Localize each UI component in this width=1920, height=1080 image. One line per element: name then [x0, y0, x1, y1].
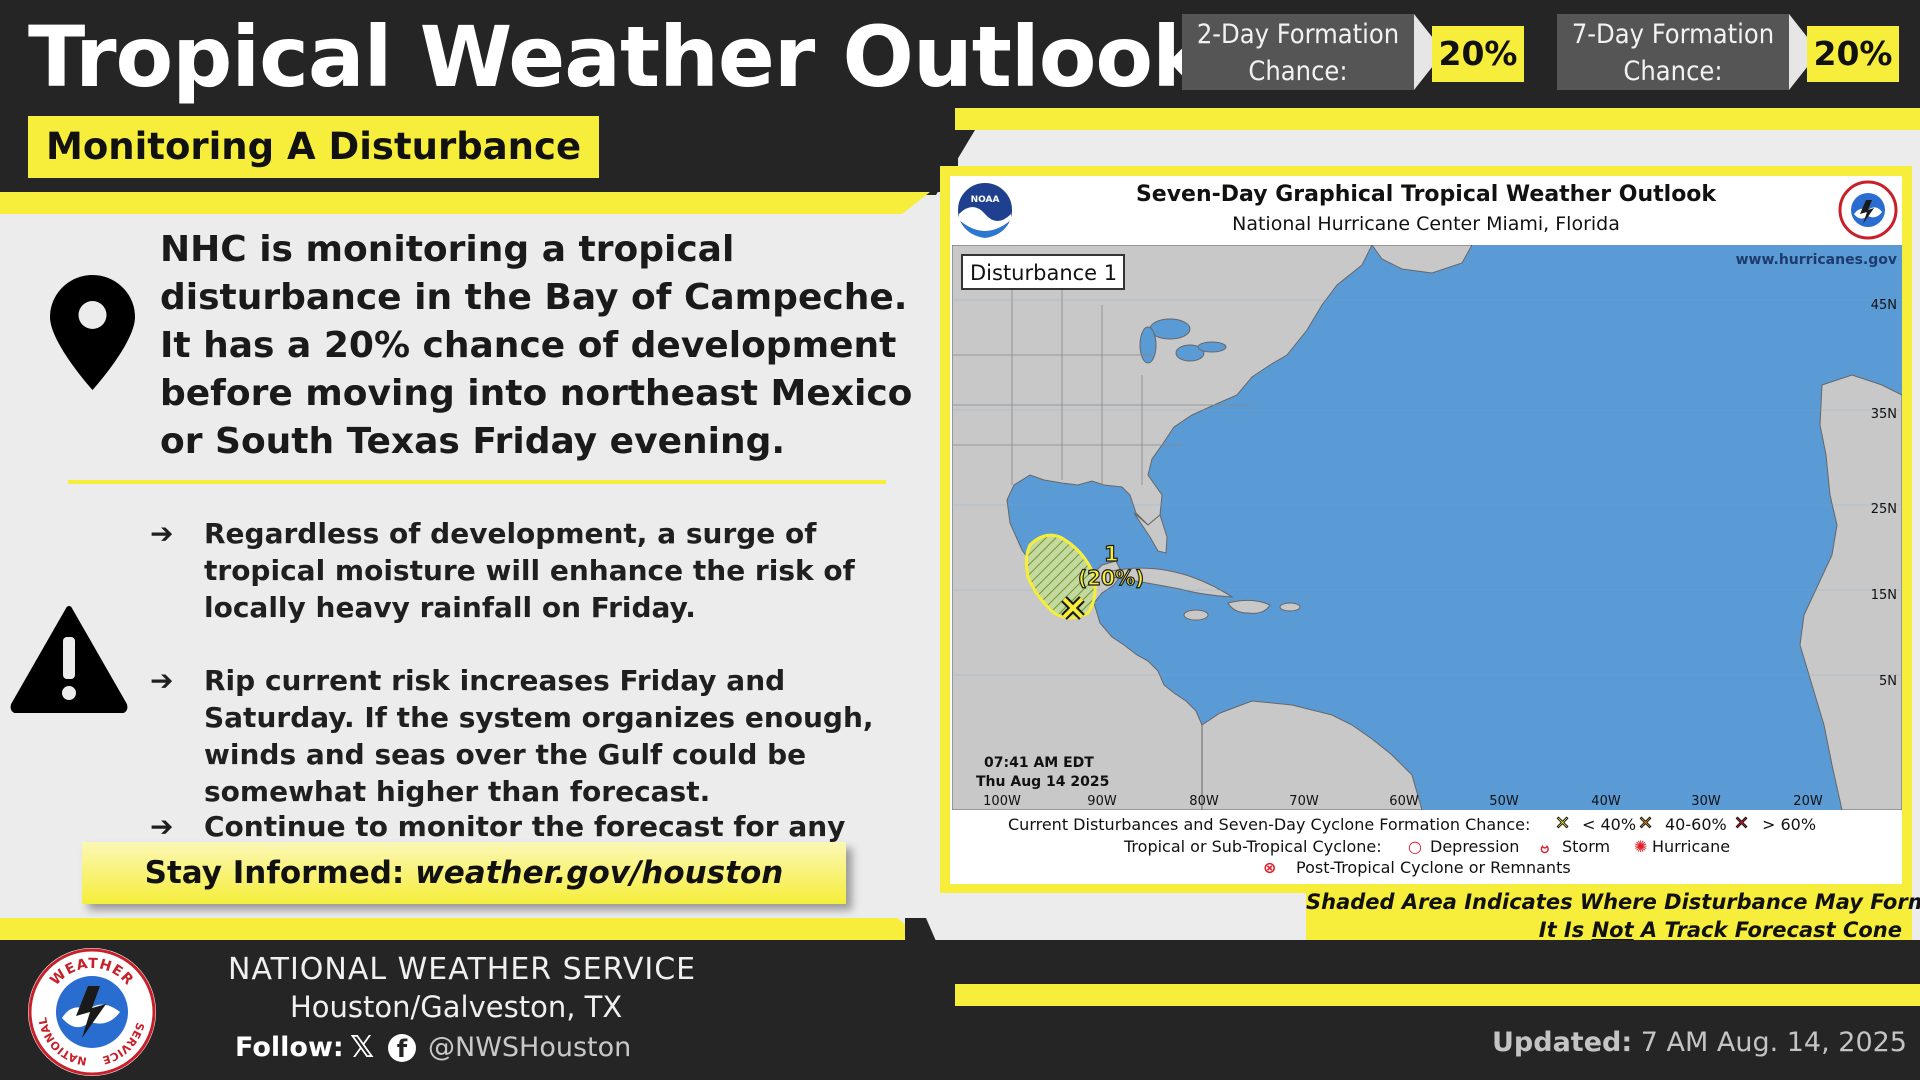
- location-pin-icon: [50, 275, 135, 390]
- land-south-america: [1201, 700, 1423, 810]
- mid-chance-x-icon: ✕: [1637, 813, 1654, 835]
- two-day-chance-label: 2-Day Formation Chance:: [1182, 14, 1414, 90]
- updated-timestamp: Updated: 7 AM Aug. 14, 2025: [1492, 1027, 1907, 1058]
- disturbance-chance: (20%): [1078, 566, 1144, 590]
- lon-label: 50W: [1489, 794, 1519, 809]
- depression-icon: ○: [1408, 837, 1422, 856]
- facebook-icon[interactable]: f: [388, 1034, 416, 1063]
- warning-icon: [10, 606, 128, 713]
- stay-informed-label: Stay Informed:: [144, 855, 405, 891]
- land-hispaniola: [1227, 599, 1271, 614]
- map-website: www.hurricanes.gov: [1736, 252, 1897, 268]
- map-timestamp-date: Thu Aug 14 2025: [976, 774, 1109, 790]
- lon-label: 70W: [1289, 794, 1319, 809]
- bullet-rainfall: ➔ Regardless of development, a surge of …: [150, 517, 855, 624]
- nws-small-logo-icon: [1838, 180, 1898, 240]
- nws-logo-icon: WEATHER NATIONAL SERVICE: [28, 948, 156, 1076]
- map-timestamp-time: 07:41 AM EDT: [984, 755, 1094, 771]
- x-icon[interactable]: 𝕏: [350, 1030, 375, 1065]
- arrow-right-icon: ➔: [150, 517, 174, 550]
- lat-label: 35N: [1871, 407, 1897, 422]
- map-title: Seven-Day Graphical Tropical Weather Out…: [1135, 182, 1717, 207]
- lon-label: 40W: [1591, 794, 1621, 809]
- seven-day-chance-label: 7-Day Formation Chance:: [1557, 14, 1789, 90]
- land-canada-east: [1371, 245, 1473, 274]
- follow-label: Follow:: [235, 1032, 344, 1063]
- stay-informed-banner[interactable]: Stay Informed: weather.gov/houston: [82, 842, 846, 904]
- disturbance-x-icon: [1061, 596, 1085, 620]
- map-note-line2: It Is Not A Track Forecast Cone: [1538, 918, 1902, 942]
- hurricane-icon: ✺: [1634, 837, 1648, 856]
- low-chance-x-icon: ✕: [1554, 813, 1571, 835]
- office-name: Houston/Galveston, TX: [290, 990, 623, 1024]
- lon-label: 80W: [1189, 794, 1219, 809]
- lat-label: 15N: [1871, 588, 1897, 603]
- state-lines: [952, 285, 1252, 485]
- lead-paragraph: NHC is monitoring a tropical disturbance…: [160, 229, 913, 462]
- map-note-line1: Shaded Area Indicates Where Disturbance …: [1306, 890, 1920, 914]
- org-name: NATIONAL WEATHER SERVICE: [228, 952, 697, 987]
- map-note-box: [1306, 888, 1912, 946]
- lon-label: 20W: [1793, 794, 1823, 809]
- header-accent-right: [955, 108, 1920, 130]
- two-day-chance-value: 20%: [1432, 26, 1524, 82]
- disturbance-label: Disturbance 1: [970, 261, 1117, 285]
- map-subtitle: National Hurricane Center Miami, Florida: [1232, 213, 1620, 235]
- lon-label: 60W: [1389, 794, 1419, 809]
- disturbance-number: 1: [1104, 542, 1119, 566]
- subtitle-badge: Monitoring A Disturbance: [28, 116, 600, 178]
- divider: [68, 480, 886, 484]
- lat-lon-grid: [952, 299, 1902, 676]
- lon-label: 100W: [983, 794, 1021, 809]
- stay-informed-link[interactable]: weather.gov/houston: [415, 855, 784, 891]
- footer-bar: [0, 940, 1920, 1080]
- disturbance-area: [1024, 533, 1097, 620]
- storm-icon: ဗ: [1540, 838, 1550, 857]
- arrow-right-icon: ➔: [150, 810, 174, 843]
- page-title: Tropical Weather Outlook: [28, 8, 1208, 106]
- land-florida: [1133, 512, 1168, 554]
- social-handle[interactable]: @NWSHouston: [428, 1032, 632, 1063]
- post-tropical-icon: ⊗: [1263, 858, 1277, 877]
- lon-label: 90W: [1087, 794, 1117, 809]
- footer-accent-right: [955, 984, 1920, 1006]
- high-chance-x-icon: ✕: [1733, 813, 1750, 835]
- footer-accent-left: [0, 918, 925, 940]
- lat-label: 45N: [1871, 298, 1897, 313]
- bullet-rip-current: ➔ Rip current risk increases Friday and …: [150, 664, 874, 808]
- header-accent-left: [0, 192, 930, 214]
- noaa-logo-text: NOAA: [971, 195, 1000, 205]
- land-africa: [1799, 374, 1902, 810]
- lat-label: 25N: [1871, 502, 1897, 517]
- seven-day-chance-value: 20%: [1807, 26, 1899, 82]
- lon-label: 30W: [1691, 794, 1721, 809]
- noaa-logo-icon: NOAA: [956, 181, 1014, 239]
- arrow-right-icon: ➔: [150, 664, 174, 697]
- lat-label: 5N: [1879, 674, 1897, 689]
- outlook-map: 1 (20%) Disturbance 1 www.hurricanes.gov…: [952, 245, 1902, 810]
